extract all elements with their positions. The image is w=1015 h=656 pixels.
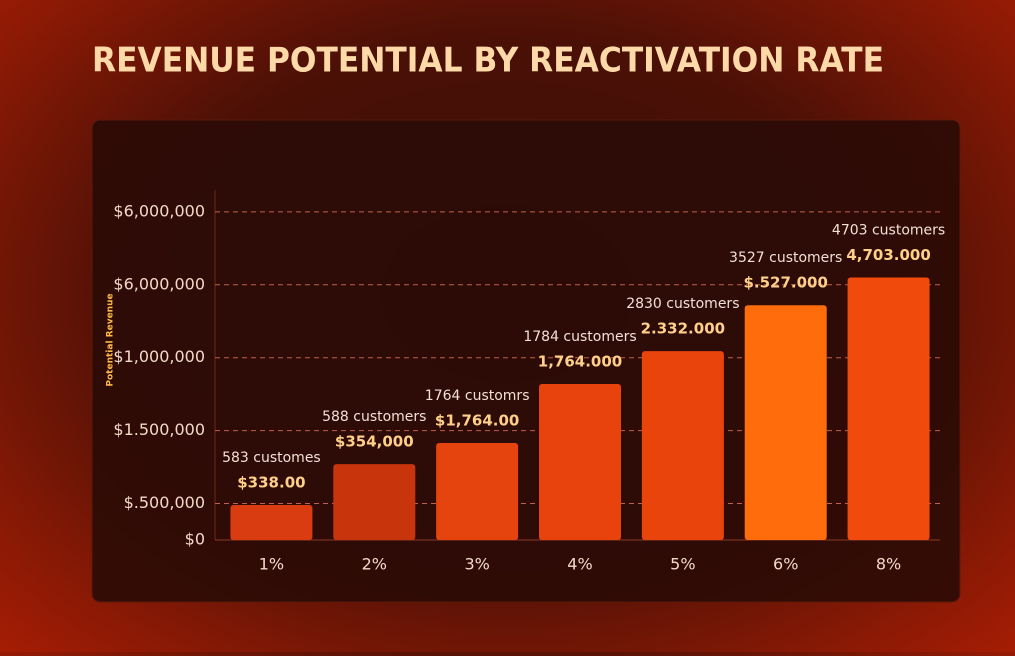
y-tick-label: $1,000,000	[113, 347, 205, 366]
bar-label: $338.00	[237, 474, 305, 492]
x-tick-label: 8%	[876, 555, 901, 574]
customer-label: 4703 customers	[832, 223, 945, 239]
chart-title: REVENUE POTENTIAL BY REACTIVATION RATE	[92, 41, 884, 81]
x-tick-label: 3%	[464, 555, 489, 574]
y-tick-label: $0	[185, 530, 205, 549]
y-tick-label: $1.500,000	[113, 420, 205, 439]
bar-label: $354,000	[335, 433, 414, 451]
x-tick-label: 5%	[670, 555, 695, 574]
bar	[539, 383, 621, 540]
y-tick-label: $6,000,000	[113, 201, 205, 220]
bar-label: 4,703.000	[846, 246, 930, 264]
y-tick-label: $.500,000	[124, 493, 205, 512]
bar-label: 1,764.000	[538, 352, 622, 370]
y-tick-label: $6,000,000	[113, 274, 205, 293]
customer-label: 3527 customers	[729, 250, 842, 266]
x-tick-label: 2%	[362, 555, 387, 574]
panel	[91, 119, 961, 603]
bar-label: 2.332.000	[641, 320, 725, 338]
x-tick-label: 6%	[773, 555, 798, 574]
bar-label: $1,764.00	[435, 412, 519, 430]
customer-label: 2830 customers	[626, 296, 739, 312]
customer-label: 1784 customers	[523, 329, 636, 345]
customer-label: 583 customes	[222, 450, 321, 466]
bar	[230, 505, 313, 540]
x-tick-label: 1%	[259, 555, 284, 574]
bar	[333, 464, 416, 540]
y-axis-label: Potential Revenue	[106, 293, 116, 386]
bar	[847, 277, 930, 540]
bar	[641, 351, 724, 540]
customer-label: 588 customers	[322, 409, 426, 425]
bar	[744, 305, 827, 540]
bar	[436, 443, 519, 540]
customer-label: 1764 customrs	[425, 388, 530, 404]
x-tick-label: 4%	[567, 555, 592, 574]
bar-label: $.527.000	[743, 274, 827, 292]
